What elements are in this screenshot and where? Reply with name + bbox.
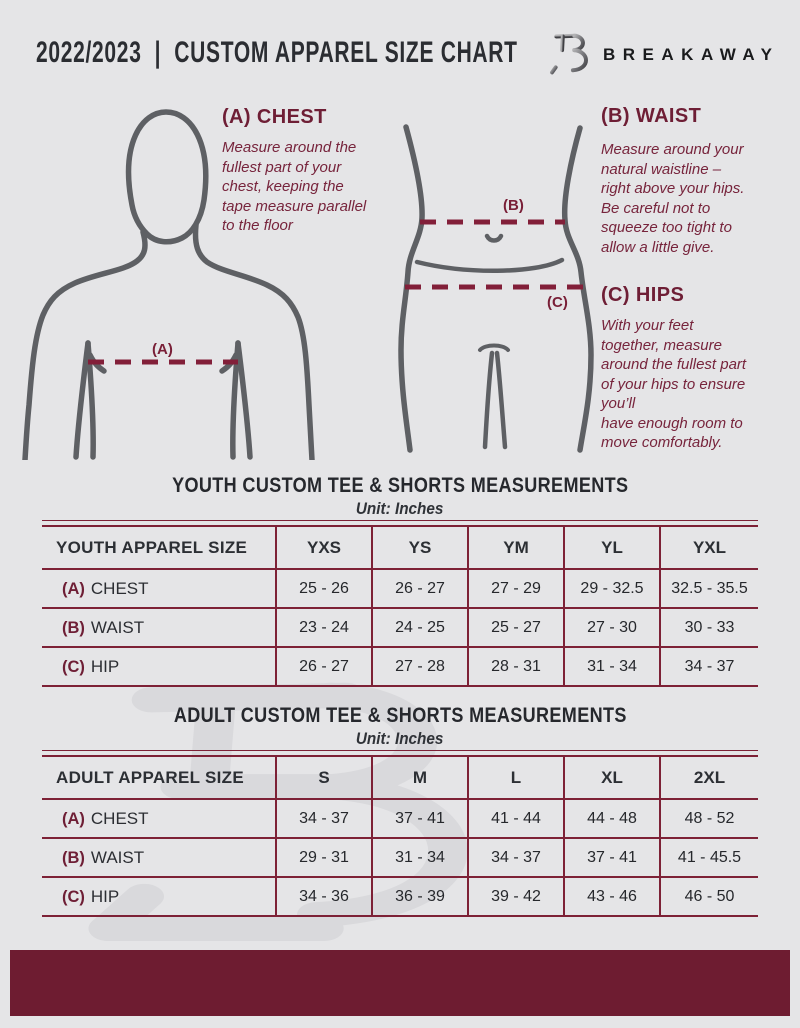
table-cell: 39 - 42	[467, 877, 564, 917]
waist-guide-text: Measure around your natural waistline – …	[601, 141, 745, 256]
table-row: (B) WAIST 23 - 24 24 - 25 25 - 27 27 - 30…	[42, 608, 758, 648]
adult-unit-row: Unit: Inches	[0, 729, 800, 749]
column-header-cell: XL	[563, 756, 660, 800]
chest-guide-heading: (A) CHEST	[222, 106, 327, 128]
table-header-row: ADULT APPAREL SIZE S M L XL 2XL	[42, 756, 758, 800]
table-header-row: YOUTH APPAREL SIZE YXS YS YM YL YXL	[42, 526, 758, 570]
table-cell: 24 - 25	[371, 608, 468, 648]
chest-marker-label: (A)	[152, 341, 173, 358]
column-header-cell: YS	[371, 526, 468, 570]
row-label-cell: (B) WAIST	[42, 838, 276, 878]
column-header-cell: YL	[563, 526, 660, 570]
column-header-cell: M	[371, 756, 468, 800]
youth-section-title-row: YOUTH CUSTOM TEE & SHORTS MEASUREMENTS	[0, 474, 800, 498]
table-cell: 23 - 24	[275, 608, 372, 648]
hips-marker-label: (C)	[547, 294, 568, 311]
row-label-cell: (B) WAIST	[42, 608, 276, 648]
brand-name: BREAKAWAY	[603, 45, 780, 64]
adult-section-title-row: ADULT CUSTOM TEE & SHORTS MEASUREMENTS	[0, 704, 800, 728]
table-cell: 34 - 36	[275, 877, 372, 917]
column-header-cell: S	[275, 756, 372, 800]
waist-marker-label: (B)	[503, 197, 524, 214]
table-row: (C) HIP 34 - 36 36 - 39 39 - 42 43 - 46 4…	[42, 877, 758, 917]
table-cell: 43 - 46	[563, 877, 660, 917]
row-label-cell: (C) HIP	[42, 877, 276, 917]
table-cell: 29 - 31	[275, 838, 372, 878]
table-cell: 26 - 27	[371, 569, 468, 609]
table-cell: 34 - 37	[659, 647, 758, 687]
table-cell: 27 - 29	[467, 569, 564, 609]
table-cell: 46 - 50	[659, 877, 758, 917]
adult-table-container: ADULT APPAREL SIZE S M L XL 2XL (A) CHEST…	[42, 750, 758, 917]
table-row: (B) WAIST 29 - 31 31 - 34 34 - 37 37 - 41…	[42, 838, 758, 878]
table-cell: 41 - 44	[467, 799, 564, 839]
youth-size-table: YOUTH APPAREL SIZE YXS YS YM YL YXL (A) C…	[42, 525, 758, 687]
chest-measure-figure	[22, 109, 315, 460]
corner-header-cell: ADULT APPAREL SIZE	[42, 756, 276, 800]
adult-table-unit: Unit: Inches	[356, 729, 444, 748]
waist-hips-measure-figure	[398, 124, 594, 453]
table-cell: 44 - 48	[563, 799, 660, 839]
adult-table-title: ADULT CUSTOM TEE & SHORTS MEASUREMENTS	[173, 704, 627, 727]
chest-guide-text: Measure around the fullest part of your …	[222, 139, 367, 234]
page-title: 2022/2023 | CUSTOM APPAREL SIZE CHART	[36, 36, 518, 69]
table-row: (A) CHEST 34 - 37 37 - 41 41 - 44 44 - 48…	[42, 799, 758, 839]
table-cell: 26 - 27	[275, 647, 372, 687]
table-cell: 29 - 32.5	[563, 569, 660, 609]
youth-table-title: YOUTH CUSTOM TEE & SHORTS MEASUREMENTS	[171, 474, 629, 497]
youth-table-unit: Unit: Inches	[356, 499, 444, 518]
hips-guide-heading: (C) HIPS	[601, 284, 685, 306]
table-cell: 36 - 39	[371, 877, 468, 917]
column-header-cell: YXS	[275, 526, 372, 570]
table-cell: 31 - 34	[563, 647, 660, 687]
column-header-cell: YXL	[659, 526, 758, 570]
table-cell: 37 - 41	[563, 838, 660, 878]
table-cell: 25 - 27	[467, 608, 564, 648]
table-row: (C) HIP 26 - 27 27 - 28 28 - 31 31 - 34 3…	[42, 647, 758, 687]
column-header-cell: YM	[467, 526, 564, 570]
table-row: (A) CHEST 25 - 26 26 - 27 27 - 29 29 - 32…	[42, 569, 758, 609]
table-cell: 34 - 37	[275, 799, 372, 839]
column-header-cell: L	[467, 756, 564, 800]
table-cell: 27 - 28	[371, 647, 468, 687]
youth-unit-row: Unit: Inches	[0, 499, 800, 519]
table-cell: 31 - 34	[371, 838, 468, 878]
table-cell: 28 - 31	[467, 647, 564, 687]
table-cell: 27 - 30	[563, 608, 660, 648]
column-header-cell: 2XL	[659, 756, 758, 800]
row-label-cell: (A) CHEST	[42, 569, 276, 609]
adult-size-table: ADULT APPAREL SIZE S M L XL 2XL (A) CHEST…	[42, 755, 758, 917]
youth-table-container: YOUTH APPAREL SIZE YXS YS YM YL YXL (A) C…	[42, 520, 758, 687]
corner-header-cell: YOUTH APPAREL SIZE	[42, 526, 276, 570]
footer-accent-bar	[10, 950, 790, 1016]
table-cell: 32.5 - 35.5	[659, 569, 758, 609]
row-label-cell: (A) CHEST	[42, 799, 276, 839]
table-cell: 30 - 33	[659, 608, 758, 648]
row-label-cell: (C) HIP	[42, 647, 276, 687]
hips-guide-text: With your feet together, measure around …	[601, 317, 747, 451]
table-cell: 41 - 45.5	[659, 838, 758, 878]
waist-guide-heading: (B) WAIST	[601, 105, 702, 127]
table-cell: 48 - 52	[659, 799, 758, 839]
table-cell: 37 - 41	[371, 799, 468, 839]
table-cell: 34 - 37	[467, 838, 564, 878]
table-cell: 25 - 26	[275, 569, 372, 609]
breakaway-logo-icon	[550, 33, 588, 75]
